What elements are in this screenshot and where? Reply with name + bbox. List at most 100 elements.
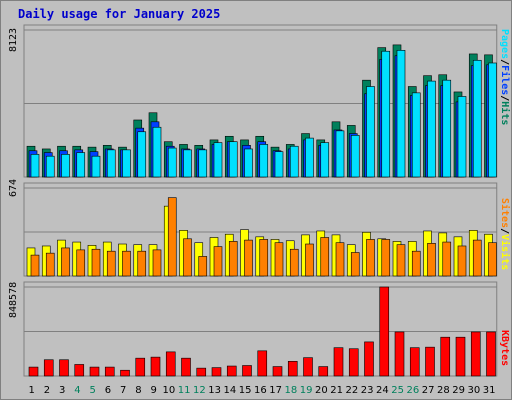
- bar-pages-day-24: [381, 50, 391, 178]
- bar-pages-day-11: [183, 149, 192, 178]
- bar-pages-day-29: [457, 96, 467, 178]
- bar-pages-day-17: [274, 151, 284, 178]
- bar-kbytes-day-9: [150, 356, 161, 377]
- bar-kbytes-day-22: [348, 348, 359, 377]
- bar-kbytes-day-23: [364, 341, 374, 377]
- bar-sites-day-10: [167, 197, 177, 277]
- bar-sites-day-16: [259, 239, 269, 277]
- bar-sites-day-4: [76, 249, 86, 277]
- bar-kbytes-day-18: [287, 361, 298, 377]
- day-label-28: 28: [437, 385, 450, 396]
- bar-kbytes-day-12: [196, 367, 207, 377]
- bar-kbytes-day-31: [486, 331, 496, 377]
- day-label-8: 8: [135, 385, 141, 396]
- bar-pages-day-7: [122, 149, 131, 178]
- day-label-14: 14: [224, 385, 237, 396]
- day-label-17: 17: [269, 385, 282, 396]
- bar-sites-day-3: [61, 247, 70, 277]
- bar-sites-day-22: [350, 252, 360, 277]
- day-label-26: 26: [407, 385, 420, 396]
- bar-kbytes-day-7: [120, 369, 130, 377]
- bar-kbytes-day-26: [409, 347, 420, 377]
- day-label-7: 7: [120, 385, 126, 396]
- bar-kbytes-day-19: [303, 357, 313, 377]
- day-label-27: 27: [422, 385, 435, 396]
- bar-kbytes-day-16: [257, 350, 268, 377]
- bar-kbytes-day-3: [59, 359, 69, 377]
- bar-pages-day-21: [335, 130, 345, 178]
- bar-kbytes-day-24: [379, 286, 390, 377]
- bar-pages-day-12: [198, 149, 208, 178]
- bar-pages-day-2: [45, 155, 55, 178]
- bar-kbytes-day-10: [165, 351, 176, 377]
- day-label-20: 20: [315, 385, 328, 396]
- bar-kbytes-day-30: [470, 331, 481, 377]
- day-label-5: 5: [89, 385, 95, 396]
- bar-kbytes-day-21: [333, 347, 344, 377]
- bar-sites-day-8: [137, 250, 147, 277]
- bar-sites-day-2: [45, 252, 55, 277]
- bar-kbytes-day-1: [28, 366, 39, 377]
- bar-sites-day-24: [381, 239, 391, 277]
- bar-sites-day-6: [106, 250, 116, 277]
- bar-kbytes-day-6: [104, 366, 115, 377]
- day-label-11: 11: [178, 385, 191, 396]
- bar-sites-day-7: [122, 250, 131, 277]
- day-label-23: 23: [361, 385, 374, 396]
- bar-sites-day-12: [198, 256, 208, 277]
- bar-kbytes-day-15: [242, 365, 252, 377]
- day-label-13: 13: [208, 385, 221, 396]
- bar-pages-day-22: [350, 135, 360, 178]
- bar-kbytes-day-25: [394, 331, 405, 377]
- bar-pages-day-4: [76, 152, 86, 178]
- bar-pages-day-30: [472, 59, 482, 178]
- day-label-4: 4: [74, 385, 80, 396]
- day-label-12: 12: [193, 385, 206, 396]
- bar-pages-day-9: [152, 126, 162, 178]
- bar-sites-day-31: [488, 242, 497, 277]
- bar-sites-day-5: [91, 248, 101, 277]
- bar-kbytes-day-8: [135, 357, 146, 377]
- bar-pages-day-5: [91, 155, 101, 178]
- bar-kbytes-day-4: [74, 364, 85, 377]
- day-label-31: 31: [483, 385, 496, 396]
- bar-pages-day-18: [289, 145, 299, 178]
- bar-pages-day-31: [488, 62, 497, 178]
- bar-sites-day-26: [411, 250, 421, 277]
- day-label-24: 24: [376, 385, 389, 396]
- bar-pages-day-1: [30, 154, 40, 178]
- bar-pages-day-19: [305, 137, 314, 178]
- bar-kbytes-day-20: [318, 366, 329, 377]
- bar-pages-day-13: [213, 142, 223, 178]
- bar-sites-day-17: [274, 242, 284, 277]
- bar-pages-day-16: [259, 144, 269, 178]
- day-label-1: 1: [28, 385, 34, 396]
- bar-kbytes-day-2: [43, 359, 54, 377]
- bar-pages-day-15: [244, 148, 253, 178]
- bar-sites-day-11: [183, 238, 192, 277]
- bar-sites-day-13: [213, 246, 223, 277]
- bar-kbytes-day-14: [226, 365, 237, 377]
- bar-sites-day-9: [152, 249, 162, 277]
- day-label-25: 25: [391, 385, 404, 396]
- bar-pages-day-28: [442, 79, 452, 178]
- day-label-30: 30: [468, 385, 481, 396]
- bar-pages-day-6: [106, 149, 116, 178]
- bar-sites-day-18: [289, 248, 299, 277]
- bar-sites-day-19: [305, 243, 314, 277]
- bar-pages-day-20: [320, 142, 330, 178]
- bar-sites-day-15: [244, 239, 253, 277]
- day-label-16: 16: [254, 385, 267, 396]
- bar-sites-day-23: [366, 239, 375, 277]
- day-label-2: 2: [44, 385, 50, 396]
- bar-kbytes-day-29: [455, 336, 466, 377]
- day-label-21: 21: [330, 385, 343, 396]
- bar-pages-day-3: [61, 154, 70, 178]
- bar-pages-day-27: [427, 80, 436, 178]
- bar-kbytes-day-11: [181, 357, 191, 377]
- bar-pages-day-8: [137, 131, 147, 178]
- bar-sites-day-30: [472, 239, 482, 277]
- bar-sites-day-21: [335, 242, 345, 277]
- bar-sites-day-1: [30, 254, 40, 277]
